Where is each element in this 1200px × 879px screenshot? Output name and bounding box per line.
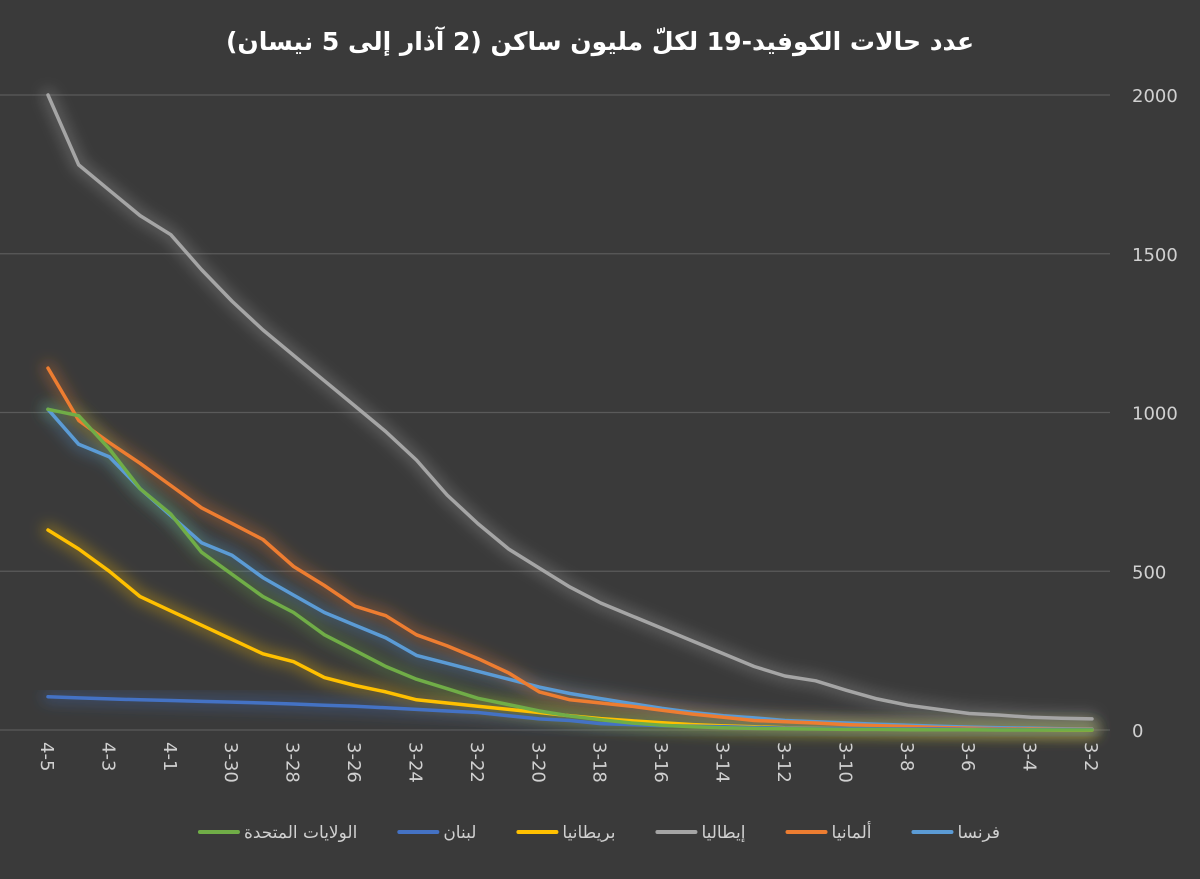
x-tick-label: 3-18 bbox=[589, 742, 610, 783]
x-tick-label: 4-1 bbox=[159, 742, 180, 771]
x-tick-label: 3-20 bbox=[527, 742, 548, 783]
x-tick-label: 3-28 bbox=[282, 742, 303, 783]
legend: فرنسا ألمانيا إيطاليا بريطانيا لبنان الولايات… bbox=[197, 821, 1000, 843]
legend-label: لبنان bbox=[443, 823, 476, 843]
legend-item: إيطاليا bbox=[655, 823, 746, 843]
legend-label: الولايات المتحدة bbox=[244, 823, 357, 843]
x-tick-label: 3-4 bbox=[1019, 742, 1040, 771]
x-tick-label: 3-30 bbox=[220, 742, 241, 783]
series-glow bbox=[42, 403, 1098, 736]
series-line bbox=[46, 407, 1094, 731]
x-axis: 3-2 3-4 3-6 3-8 3-10 3-12 3-14 3-16 3-18 3-20 3-22… bbox=[36, 742, 1101, 783]
x-tick-label: 3-8 bbox=[896, 742, 917, 771]
series-glow bbox=[42, 403, 1098, 735]
grid-layer bbox=[0, 94, 1110, 731]
legend-item: الولايات المتحدة bbox=[197, 823, 357, 843]
x-tick-label: 3-6 bbox=[957, 742, 978, 771]
legend-label: فرنسا bbox=[957, 823, 1000, 843]
x-tick-label: 3-24 bbox=[404, 742, 425, 783]
legend-item: فرنسا bbox=[911, 823, 1000, 843]
legend-label: بريطانيا bbox=[562, 823, 615, 843]
x-tick-label: 4-5 bbox=[36, 742, 57, 771]
x-tick-label: 3-12 bbox=[773, 742, 794, 783]
y-axis: 0 500 1000 1500 2000 bbox=[1132, 86, 1178, 742]
x-tick-label: 3-2 bbox=[1080, 742, 1101, 771]
x-tick-label: 4-3 bbox=[97, 742, 118, 771]
y-tick-label: 1500 bbox=[1132, 245, 1178, 266]
y-tick-label: 1000 bbox=[1132, 404, 1178, 425]
x-tick-label: 3-22 bbox=[466, 742, 487, 783]
y-tick-label: 2000 bbox=[1132, 86, 1178, 107]
x-tick-label: 3-16 bbox=[650, 742, 671, 783]
y-tick-label: 500 bbox=[1132, 562, 1166, 583]
x-tick-label: 3-26 bbox=[343, 742, 364, 783]
legend-label: ألمانيا bbox=[832, 821, 872, 843]
legend-label: إيطاليا bbox=[701, 823, 745, 843]
legend-item: لبنان bbox=[397, 823, 476, 843]
series-line bbox=[46, 366, 1094, 732]
y-tick-label: 0 bbox=[1132, 721, 1143, 742]
series-line bbox=[46, 93, 1094, 721]
chart-title: عدد حالات الكوفيد-19 لكلّ مليون ساكن (2 … bbox=[226, 26, 974, 57]
series-line bbox=[46, 407, 1094, 732]
series-layer bbox=[46, 93, 1094, 732]
legend-item: بريطانيا bbox=[516, 823, 615, 843]
x-tick-label: 3-14 bbox=[712, 742, 733, 783]
legend-item: ألمانيا bbox=[785, 821, 872, 843]
x-tick-label: 3-10 bbox=[834, 742, 855, 783]
